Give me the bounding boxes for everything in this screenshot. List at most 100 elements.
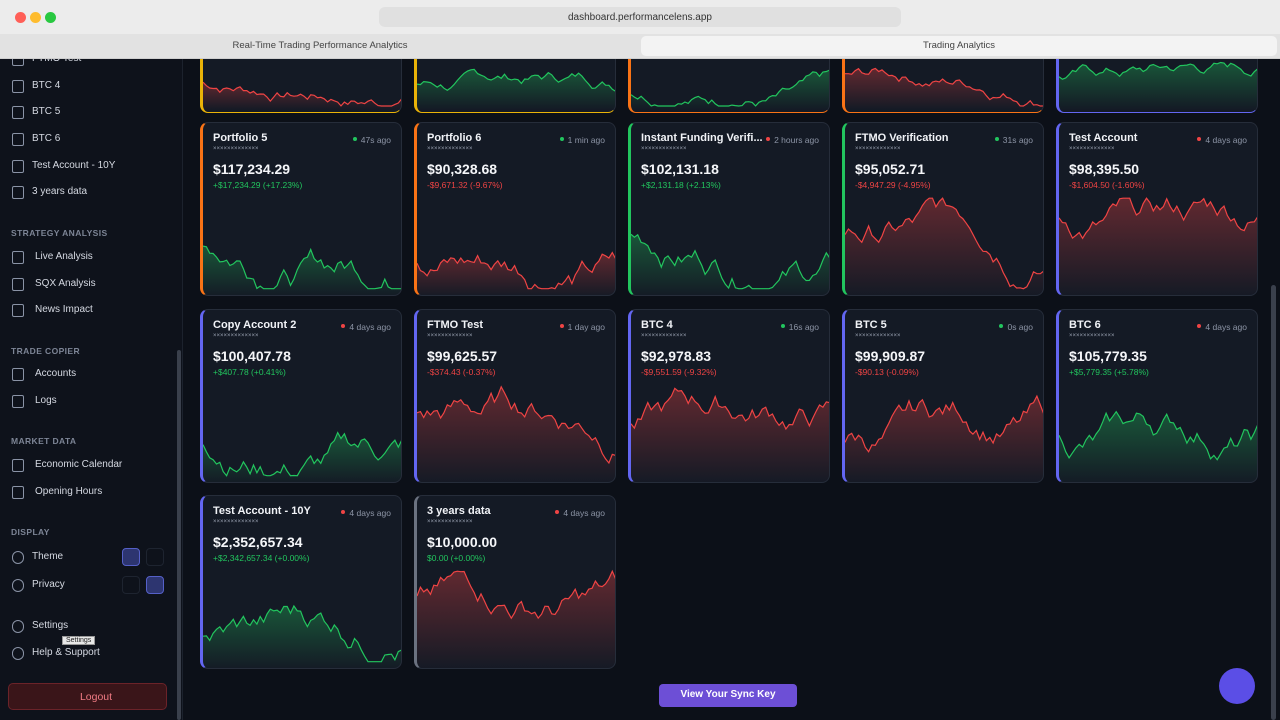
item-icon [12,395,24,408]
updated-time: 47s ago [360,135,391,145]
sparkline-line [417,251,615,290]
nav-item[interactable]: SQX Analysis [35,278,96,289]
sparkline [417,251,615,295]
card-title: Instant Funding Verifi... [641,132,763,144]
sync-key-label[interactable]: View Your Sync Key [680,689,776,700]
account-card[interactable]: Copy Account 2 ××××××××××××× 4 days ago $10… [200,309,402,483]
account-card[interactable] [628,59,830,113]
sync-key-button[interactable] [659,684,797,707]
balance: $10,000.00 [427,534,498,550]
updated-time: 4 days ago [1205,322,1247,332]
account-card[interactable]: BTC 5 ××××××××××××× 0s ago $99,909.87 -$90.1… [842,309,1044,483]
toggle-button[interactable] [146,548,164,566]
sparkline-area [845,396,1043,482]
account-card[interactable]: Portfolio 5 ××××××××××××× 47s ago $117,234.… [200,122,402,296]
nav-item[interactable]: Economic Calendar [35,459,123,470]
account-item[interactable]: 3 years data [32,186,88,197]
sparkline-area [845,198,1043,295]
logout-button[interactable] [8,683,167,710]
account-item[interactable]: FTMO Test [32,59,81,64]
sparkline-line [203,245,401,290]
account-card[interactable] [414,59,616,113]
zoom-button[interactable] [45,12,56,23]
close-button[interactable] [15,12,26,23]
tab-title[interactable]: Trading Analytics [923,40,995,51]
account-item[interactable]: BTC 6 [32,133,61,144]
sparkline-area [1059,198,1257,295]
item-icon [12,133,24,146]
account-card[interactable]: Portfolio 6 ××××××××××××× 1 min ago $90,328… [414,122,616,296]
account-card[interactable]: 3 years data ××××××××××××× 4 days ago $10,0… [414,495,616,669]
item-icon [12,579,24,592]
address-bar[interactable] [379,7,901,27]
account-mask: ××××××××××××× [427,519,473,525]
sparkline-area [417,69,615,110]
chat-button[interactable] [1219,668,1255,704]
nav-item[interactable]: Opening Hours [35,486,103,497]
card-title: BTC 4 [641,319,673,331]
account-item[interactable]: BTC 4 [32,80,61,91]
sidebar: FTMO Test BTC 4 BTC 5 BTC 6 Test Account - 1… [0,59,183,720]
status-dot [1197,324,1202,328]
account-card[interactable] [1056,59,1258,113]
minimize-button[interactable] [30,12,41,23]
sparkline-area [845,68,1043,110]
tab-title[interactable]: Real-Time Trading Performance Analytics [232,40,408,51]
main-scrollbar[interactable] [1271,285,1276,720]
account-card[interactable]: FTMO Test ××××××××××××× 1 day ago $99,625.5… [414,309,616,483]
card-title: Portfolio 6 [427,132,482,144]
sparkline [417,68,615,110]
account-card[interactable]: Test Account - 10Y ××××××××××××× 4 days ag… [200,495,402,669]
nav-item[interactable]: Accounts [35,368,77,379]
sparkline [1059,61,1257,110]
sparkline-area [417,386,615,482]
account-card[interactable]: BTC 4 ××××××××××××× 16s ago $92,978.83 -$9,5… [628,309,830,483]
toggle-button[interactable] [122,576,140,594]
balance: $2,352,657.34 [213,534,303,550]
footer-item[interactable]: Settings [32,620,69,631]
change: +$407.78 (+0.41%) [213,367,286,377]
item-icon [12,551,24,564]
sparkline [631,387,829,482]
account-card[interactable] [842,59,1044,113]
account-card[interactable]: Test Account ××××××××××××× 4 days ago $98,3… [1056,122,1258,296]
nav-item[interactable]: Theme [32,551,64,562]
nav-item[interactable]: Privacy [32,579,65,590]
account-card[interactable]: BTC 6 ××××××××××××× 4 days ago $105,779.35 +… [1056,309,1258,483]
card-title: Test Account [1069,132,1138,144]
account-card[interactable] [200,59,402,113]
section-title: MARKET DATA [11,436,77,446]
account-card[interactable]: Instant Funding Verifi... ××××××××××××× 2 … [628,122,830,296]
account-item[interactable]: Test Account - 10Y [32,160,116,171]
item-icon [12,278,24,291]
updated-time: 4 days ago [563,508,605,518]
nav-item[interactable]: Live Analysis [35,251,93,262]
item-icon [12,304,24,317]
sparkline [845,197,1043,295]
account-mask: ××××××××××××× [213,146,259,152]
status-dot [766,137,771,141]
toggle-button[interactable] [146,576,164,594]
card-title: 3 years data [427,505,491,517]
updated-time: 4 days ago [1205,135,1247,145]
updated-time: 31s ago [1002,135,1033,145]
sparkline-line [203,431,401,477]
sidebar-scrollbar[interactable] [177,350,181,720]
sparkline [631,233,829,295]
nav-item[interactable]: News Impact [35,304,93,315]
dashboard: Portfolio 5 ××××××××××××× 47s ago $117,234.… [183,59,1280,720]
status-dot [994,137,999,141]
change: -$1,604.50 (-1.60%) [1069,180,1145,190]
logout-label[interactable]: Logout [79,691,113,703]
account-item[interactable]: BTC 5 [32,106,61,117]
footer-item[interactable]: Help & Support [32,647,100,658]
nav-item[interactable]: Logs [35,395,57,406]
active-tab[interactable] [641,36,1277,56]
account-card[interactable]: FTMO Verification ××××××××××××× 31s ago $95… [842,122,1044,296]
toggle-button[interactable] [122,548,140,566]
updated-time: 1 min ago [567,135,605,145]
status-dot [341,324,346,328]
card-title: FTMO Verification [855,132,949,144]
sparkline-line [417,569,615,620]
sparkline-area [631,388,829,482]
